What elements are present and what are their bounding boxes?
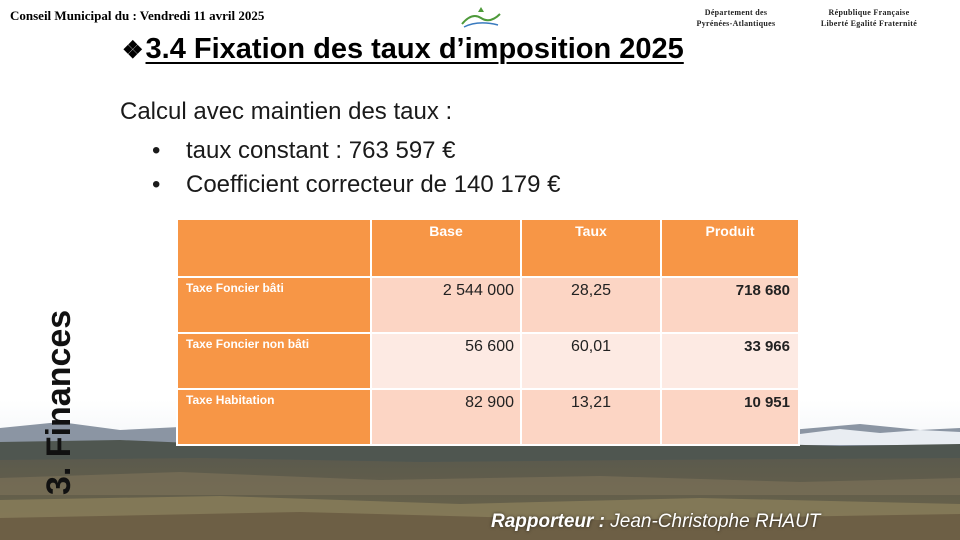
table-row: Taxe Foncier bâti 2 544 000 28,25 718 68… bbox=[176, 276, 800, 334]
cell-produit: 10 951 bbox=[660, 388, 800, 446]
tax-rates-table: Base Taux Produit Taxe Foncier bâti 2 54… bbox=[176, 218, 800, 446]
cell-taux: 13,21 bbox=[520, 388, 662, 446]
diamond-bullet-icon: ❖ bbox=[122, 37, 144, 64]
table-header-row: Base Taux Produit bbox=[176, 218, 800, 278]
municipality-logo bbox=[461, 7, 501, 28]
row-label: Taxe Foncier non bâti bbox=[176, 332, 372, 390]
section-label: 3. Finances bbox=[40, 309, 78, 495]
cell-produit: 718 680 bbox=[660, 276, 800, 334]
meeting-date-header: Conseil Municipal du : Vendredi 11 avril… bbox=[10, 8, 265, 23]
list-item: • taux constant : 763 597 € bbox=[152, 134, 560, 168]
rapporteur: Rapporteur : Jean-Christophe RHAUT bbox=[491, 511, 820, 533]
slide-title-text: 3.4 Fixation des taux d’imposition 2025 bbox=[145, 33, 684, 65]
row-label: Taxe Habitation bbox=[176, 388, 372, 446]
table-header-empty bbox=[176, 218, 372, 278]
bullet-dot-icon: • bbox=[152, 137, 161, 164]
cell-base: 2 544 000 bbox=[370, 276, 522, 334]
republic-label: République Française Liberté Egalité Fra… bbox=[820, 8, 918, 28]
bullet-dot-icon: • bbox=[152, 171, 161, 198]
rapporteur-name: Jean-Christophe RHAUT bbox=[610, 511, 821, 532]
table-header-base: Base bbox=[370, 218, 522, 278]
cell-taux: 28,25 bbox=[520, 276, 662, 334]
table-row: Taxe Habitation 82 900 13,21 10 951 bbox=[176, 388, 800, 446]
bullet-list: • taux constant : 763 597 € • Coefficient … bbox=[152, 134, 560, 202]
cell-base: 82 900 bbox=[370, 388, 522, 446]
table-row: Taxe Foncier non bâti 56 600 60,01 33 96… bbox=[176, 332, 800, 390]
slide-title: ❖3.4 Fixation des taux d’imposition 2025 bbox=[122, 33, 684, 66]
department-label: Département des Pyrénées-Atlantiques bbox=[696, 8, 776, 28]
intro-text: Calcul avec maintien des taux : bbox=[120, 98, 453, 125]
table-header-taux: Taux bbox=[520, 218, 662, 278]
table-header-produit: Produit bbox=[660, 218, 800, 278]
cell-produit: 33 966 bbox=[660, 332, 800, 390]
cell-taux: 60,01 bbox=[520, 332, 662, 390]
cell-base: 56 600 bbox=[370, 332, 522, 390]
list-item: • Coefficient correcteur de 140 179 € bbox=[152, 168, 560, 202]
rapporteur-label: Rapporteur : bbox=[491, 511, 605, 532]
row-label: Taxe Foncier bâti bbox=[176, 276, 372, 334]
